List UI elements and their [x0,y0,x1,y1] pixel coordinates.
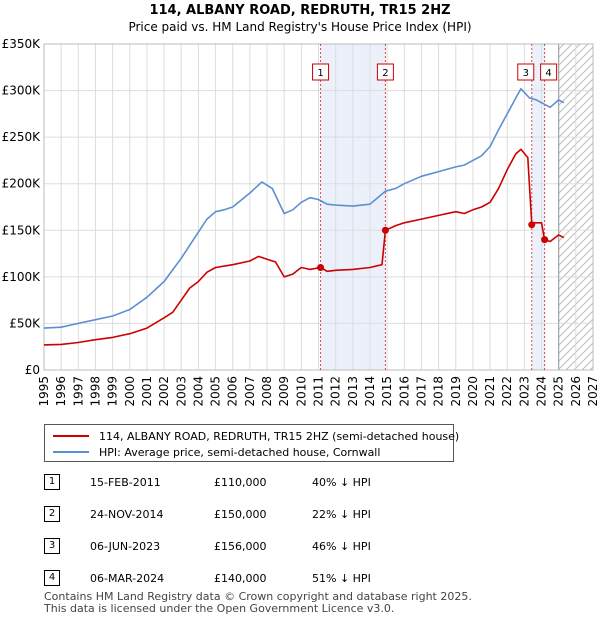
x-tick-label: 1995 [37,376,51,407]
transaction-label-box [376,63,394,81]
table-row: 1 15-FEB-2011 £110,000 40% ↓ HPI [44,474,464,492]
y-tick-label: £300K [2,84,42,98]
transaction-price: £110,000 [214,476,267,489]
x-tick-label: 2026 [569,376,583,407]
transaction-label: 1 [317,68,323,79]
footer-licence: This data is licensed under the Open Gov… [44,602,395,615]
x-tick-label: 2021 [483,376,497,407]
transaction-price: £140,000 [214,572,267,585]
x-tick-label: 2004 [191,376,205,407]
x-tick-label: 2016 [397,376,411,407]
y-tick-label: £250K [2,130,42,144]
footer-copyright: Contains HM Land Registry data © Crown c… [44,590,472,603]
legend: 114, ALBANY ROAD, REDRUTH, TR15 2HZ (sem… [44,424,459,462]
property-price-line [43,148,565,346]
x-tick-label: 1998 [88,376,102,407]
transaction-label: 2 [382,68,388,79]
legend-item-hpi: HPI: Average price, semi-detached house,… [53,444,380,460]
transaction-label-box [540,63,558,81]
y-tick-label: £50K [9,316,41,330]
x-tick-label: 2010 [294,376,308,407]
x-tick-label: 2019 [449,376,463,407]
table-row: 4 06-MAR-2024 £140,000 51% ↓ HPI [44,570,464,588]
x-tick-label: 2013 [346,376,360,407]
x-tick-label: 2009 [277,376,291,407]
transaction-label-box [517,63,535,81]
transaction-hpi-diff: 22% ↓ HPI [312,508,371,521]
transaction-hpi-diff: 40% ↓ HPI [312,476,371,489]
x-tick-label: 2005 [209,376,223,407]
transaction-hpi-diff: 51% ↓ HPI [312,572,371,585]
legend-line-property [53,435,89,437]
x-tick-label: 2023 [517,376,531,407]
table-row: 2 24-NOV-2014 £150,000 22% ↓ HPI [44,506,464,524]
legend-label-property: 114, ALBANY ROAD, REDRUTH, TR15 2HZ (sem… [99,429,460,443]
x-tick-label: 1999 [106,376,120,407]
hpi-line [43,87,565,329]
transaction-date: 06-JUN-2023 [90,540,161,553]
legend-label-hpi: HPI: Average price, semi-detached house,… [99,445,381,459]
x-tick-label: 2006 [226,376,240,407]
legend-item-property: 114, ALBANY ROAD, REDRUTH, TR15 2HZ (sem… [53,428,459,444]
table-row: 3 06-JUN-2023 £156,000 46% ↓ HPI [44,538,464,556]
footer: Contains HM Land Registry data © Crown c… [44,591,472,615]
x-tick-label: 2012 [329,376,343,407]
x-tick-label: 2025 [552,376,566,407]
x-tick-label: 2022 [500,376,514,407]
transaction-label-box [312,63,330,81]
transaction-point [541,236,549,244]
transaction-date: 06-MAR-2024 [90,572,165,585]
transaction-label: 3 [523,68,529,79]
x-tick-label: 1996 [54,376,68,407]
x-tick-label: 2000 [123,376,137,407]
x-tick-label: 2017 [414,376,428,407]
price-chart: 114, ALBANY ROAD, REDRUTH, TR15 2HZ Pric… [2,3,600,407]
x-tick-label: 2014 [363,376,377,407]
transaction-date: 15-FEB-2011 [90,476,161,489]
x-tick-label: 2018 [432,376,446,407]
transaction-label: 4 [545,68,551,79]
plot-frame [43,43,594,371]
x-tick-label: 2020 [466,376,480,407]
x-tick-label: 2008 [260,376,274,407]
transaction-point [317,264,325,272]
y-tick-label: £200K [2,177,42,191]
x-tick-label: 2007 [243,376,257,407]
x-tick-label: 2027 [586,376,600,407]
transaction-date: 24-NOV-2014 [90,508,164,521]
chart-title: 114, ALBANY ROAD, REDRUTH, TR15 2HZ [149,3,450,18]
transaction-number: 4 [44,570,60,586]
chart-subtitle: Price paid vs. HM Land Registry's House … [128,20,471,34]
transaction-number: 1 [44,474,60,490]
x-tick-label: 1997 [71,376,85,407]
y-tick-label: £150K [2,223,42,237]
transaction-point [381,226,389,234]
y-tick-label: £0 [25,363,40,377]
x-tick-label: 2002 [157,376,171,407]
y-tick-label: £100K [2,270,42,284]
transaction-hpi-diff: 46% ↓ HPI [312,540,371,553]
legend-line-hpi [53,451,89,453]
highlight-band [531,44,545,370]
y-tick-label: £350K [2,37,42,51]
x-tick-label: 2001 [140,376,154,407]
transaction-price: £156,000 [214,540,267,553]
x-tick-label: 2003 [174,376,188,407]
x-tick-label: 2024 [535,376,549,407]
x-tick-label: 2011 [312,376,326,407]
transaction-number: 3 [44,538,60,554]
transaction-number: 2 [44,506,60,522]
x-tick-label: 2015 [380,376,394,407]
transaction-price: £150,000 [214,508,267,521]
transaction-point [528,221,536,229]
